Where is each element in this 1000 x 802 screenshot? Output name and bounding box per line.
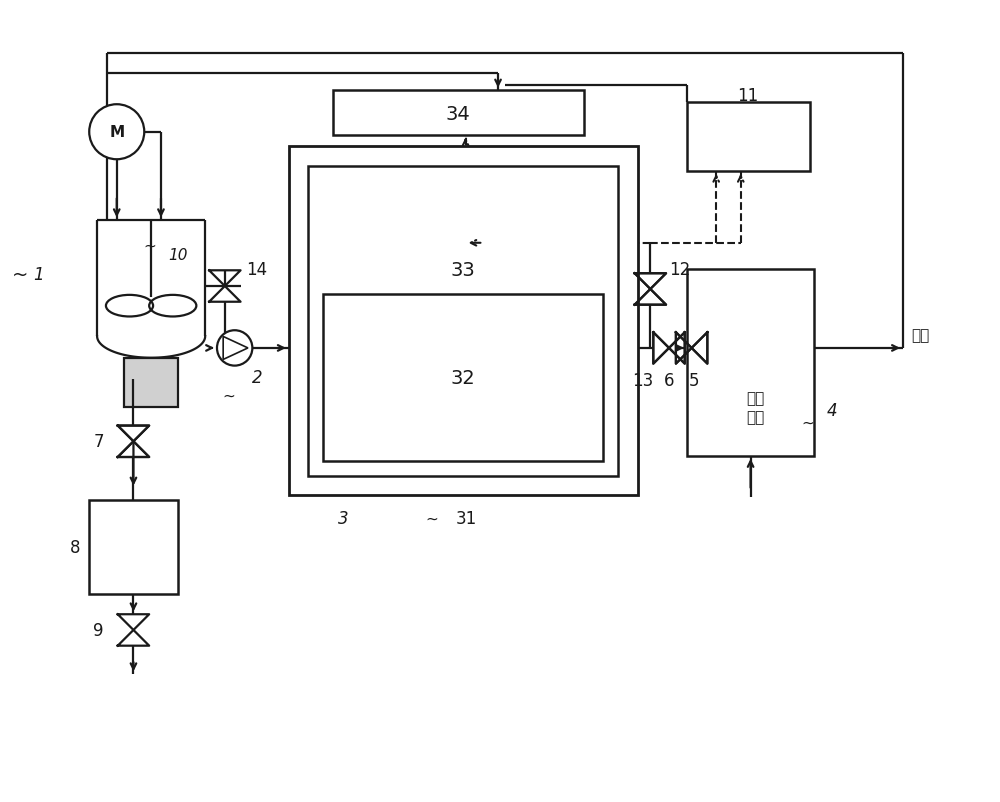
Text: 32: 32 bbox=[450, 368, 475, 387]
Bar bbox=[333, 91, 584, 136]
Text: ~: ~ bbox=[143, 238, 156, 253]
Text: 1: 1 bbox=[33, 266, 44, 284]
Text: 4: 4 bbox=[826, 401, 837, 419]
Text: 13: 13 bbox=[632, 372, 653, 390]
Text: 原灰
浆液: 原灰 浆液 bbox=[746, 391, 765, 424]
Bar bbox=[289, 148, 638, 496]
Text: 7: 7 bbox=[93, 433, 104, 451]
Text: 33: 33 bbox=[450, 261, 475, 279]
Bar bbox=[687, 270, 814, 456]
Text: 出料: 出料 bbox=[911, 328, 929, 343]
Text: 12: 12 bbox=[669, 261, 690, 279]
Text: 3: 3 bbox=[338, 509, 348, 527]
Text: ~: ~ bbox=[802, 415, 814, 430]
Text: 6: 6 bbox=[664, 372, 674, 390]
Text: 14: 14 bbox=[246, 261, 268, 279]
Bar bbox=[124, 358, 178, 407]
Text: 2: 2 bbox=[252, 369, 263, 387]
Text: 34: 34 bbox=[445, 104, 470, 124]
Text: 11: 11 bbox=[737, 87, 758, 105]
Text: M: M bbox=[109, 125, 124, 140]
Text: 31: 31 bbox=[456, 509, 477, 527]
Text: ~: ~ bbox=[12, 265, 28, 285]
Text: 10: 10 bbox=[168, 248, 187, 263]
Text: ~: ~ bbox=[222, 388, 235, 403]
Text: 5: 5 bbox=[688, 372, 699, 390]
Text: 9: 9 bbox=[93, 622, 104, 639]
Bar bbox=[89, 500, 178, 593]
Text: ~: ~ bbox=[425, 511, 438, 526]
Bar bbox=[687, 103, 810, 172]
Text: 8: 8 bbox=[70, 539, 80, 557]
Bar bbox=[308, 167, 618, 476]
Bar bbox=[323, 294, 603, 461]
Circle shape bbox=[217, 330, 252, 367]
Circle shape bbox=[89, 105, 144, 160]
